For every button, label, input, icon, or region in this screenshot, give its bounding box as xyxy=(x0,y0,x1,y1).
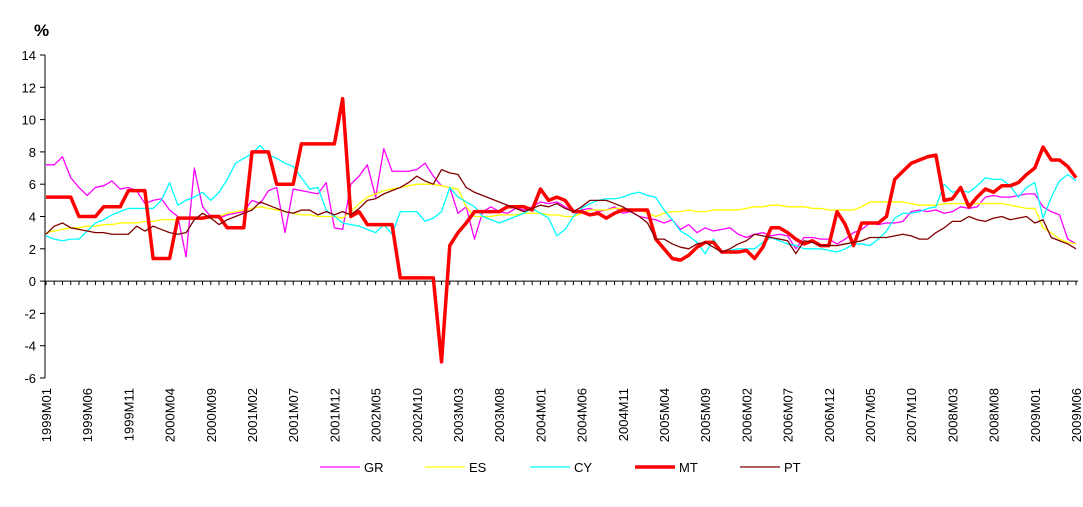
y-tick-label: -4 xyxy=(24,339,36,354)
x-tick-label: 2008M08 xyxy=(987,388,1002,442)
series-line xyxy=(46,148,1077,258)
x-tick-label: 2009M06 xyxy=(1069,388,1083,442)
x-tick-label: 1999M01 xyxy=(39,388,54,442)
legend-label: MT xyxy=(679,460,698,475)
y-tick-label: 14 xyxy=(22,48,36,63)
x-tick-label: 1999M06 xyxy=(80,388,95,442)
x-tick-label: 2000M04 xyxy=(163,388,178,442)
x-tick-label: 2004M11 xyxy=(616,388,631,441)
x-tick-label: 2000M09 xyxy=(204,388,219,442)
legend-label: ES xyxy=(469,460,487,475)
y-axis-label: % xyxy=(34,21,49,40)
x-tick-label: 2001M02 xyxy=(245,388,260,442)
y-tick-label: -2 xyxy=(24,306,36,321)
x-tick-label: 2007M05 xyxy=(863,388,878,442)
y-tick-label: 10 xyxy=(22,113,36,128)
series-line xyxy=(45,169,1077,255)
x-tick-label: 2004M06 xyxy=(575,388,590,442)
y-tick-label: 6 xyxy=(29,177,36,192)
series-line xyxy=(45,144,1077,255)
y-tick-label: 2 xyxy=(29,242,36,257)
series-line xyxy=(46,96,1078,364)
y-tick-label: 8 xyxy=(29,145,36,160)
y-tick-label: 12 xyxy=(22,80,36,95)
y-tick-label: -6 xyxy=(24,371,36,386)
x-tick-label: 2006M12 xyxy=(822,388,837,442)
x-tick-label: 2004M01 xyxy=(533,388,548,442)
x-tick-label: 2009M01 xyxy=(1028,388,1043,442)
x-tick-label: 2002M10 xyxy=(410,388,425,442)
x-tick-label: 2001M07 xyxy=(286,388,301,442)
x-tick-label: 2006M07 xyxy=(781,388,796,442)
x-tick-label: 2008M03 xyxy=(945,388,960,442)
x-tick-label: 2006M02 xyxy=(739,388,754,442)
x-tick-label: 2007M10 xyxy=(904,388,919,442)
x-tick-label: 2001M12 xyxy=(327,388,342,442)
x-tick-label: 1999M11 xyxy=(121,388,136,441)
legend: GR ES CY MT PT xyxy=(320,460,801,475)
x-tick-label: 2002M05 xyxy=(369,388,384,442)
y-tick-label: 0 xyxy=(29,274,36,289)
x-tick-label: 2005M04 xyxy=(657,388,672,442)
x-tick-label: 2003M08 xyxy=(492,388,507,442)
legend-label: CY xyxy=(574,460,592,475)
x-tick-label: 2005M09 xyxy=(698,388,713,442)
x-tick-label: 2003M03 xyxy=(451,388,466,442)
legend-label: GR xyxy=(364,460,384,475)
y-tick-label: 4 xyxy=(29,210,36,225)
legend-label: PT xyxy=(784,460,801,475)
